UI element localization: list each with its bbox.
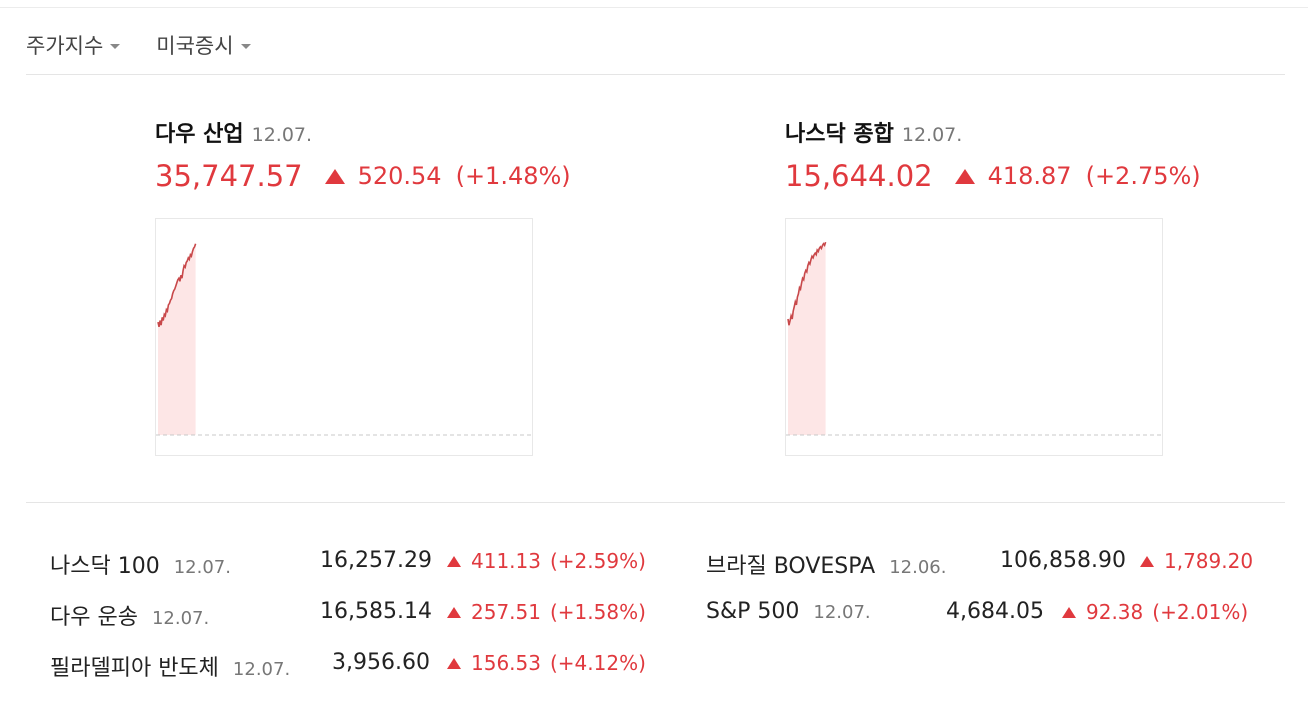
market-dropdown[interactable]: 미국증시	[156, 30, 251, 60]
index-pct: (+1.58%)	[549, 600, 646, 624]
mini-chart-svg	[156, 243, 532, 436]
mini-chart[interactable]	[155, 218, 533, 456]
index-date: 12.06.	[889, 557, 947, 578]
index-name: 다우 운송	[50, 605, 138, 630]
index-value: 106,858.90	[1000, 548, 1126, 573]
list-item[interactable]: 필라델피아 반도체 12.07. 3,956.60 156.53 (+4.12%)	[50, 642, 656, 693]
chart-area	[158, 243, 196, 435]
index-pct: (+2.01%)	[1152, 600, 1249, 624]
card-date: 12.07.	[901, 124, 963, 146]
index-pct: (+4.12%)	[549, 651, 646, 675]
index-change: 1,789.20	[1164, 549, 1254, 573]
mini-chart[interactable]	[785, 218, 1163, 456]
card-value: 35,747.57	[155, 159, 303, 193]
divider	[26, 74, 1285, 75]
index-name: S&P 500	[706, 599, 800, 624]
index-date: 12.07.	[813, 602, 871, 623]
card-date: 12.07.	[251, 124, 313, 146]
list-item[interactable]: 나스닥 100 12.07. 16,257.29 411.13 (+2.59%)	[50, 540, 656, 591]
chart-area	[788, 242, 826, 435]
up-arrow-icon	[447, 606, 461, 618]
index-list-right: 브라질 BOVESPA 12.06. 106,858.90 1,789.20 S&…	[706, 540, 1276, 642]
card-pct: (+1.48%)	[455, 162, 571, 190]
card-pct: (+2.75%)	[1085, 162, 1201, 190]
list-item[interactable]: 다우 운송 12.07. 16,585.14 257.51 (+1.58%)	[50, 591, 656, 642]
card-change: 418.87	[987, 162, 1072, 190]
index-name: 브라질 BOVESPA	[706, 554, 876, 579]
top-border	[0, 7, 1308, 8]
market-dropdown-label: 미국증시	[156, 34, 234, 58]
index-pct: (+2.59%)	[549, 549, 646, 573]
mini-chart-svg	[786, 241, 1162, 436]
up-arrow-icon	[447, 657, 461, 669]
list-item[interactable]: 브라질 BOVESPA 12.06. 106,858.90 1,789.20	[706, 540, 1276, 591]
index-dropdown-label: 주가지수	[26, 34, 104, 58]
chart-line	[787, 241, 827, 326]
index-value: 4,684.05	[946, 599, 1044, 624]
index-value: 16,257.29	[320, 548, 432, 573]
caret-down-icon	[110, 43, 121, 49]
index-name: 필라델피아 반도체	[50, 656, 219, 681]
index-value: 3,956.60	[332, 650, 430, 675]
index-list-left: 나스닥 100 12.07. 16,257.29 411.13 (+2.59%) 다…	[50, 540, 656, 693]
card-value: 15,644.02	[785, 159, 933, 193]
index-change: 257.51	[471, 600, 541, 624]
card-change: 520.54	[357, 162, 442, 190]
index-date: 12.07.	[173, 557, 231, 578]
up-arrow-icon	[324, 168, 345, 184]
caret-down-icon	[240, 43, 251, 49]
divider	[26, 502, 1285, 503]
card-name: 다우 산업	[155, 122, 244, 147]
index-card-nasdaq[interactable]: 나스닥 종합 12.07. 15,644.02 418.87 (+2.75%)	[785, 116, 1205, 456]
card-name: 나스닥 종합	[785, 122, 894, 147]
up-arrow-icon	[447, 555, 461, 567]
index-change: 156.53	[471, 651, 541, 675]
index-change: 411.13	[471, 549, 541, 573]
up-arrow-icon	[1062, 606, 1076, 618]
index-date: 12.07.	[151, 608, 210, 629]
chart-line	[157, 243, 197, 327]
index-date: 12.07.	[232, 659, 291, 680]
index-value: 16,585.14	[320, 599, 432, 624]
index-card-dow[interactable]: 다우 산업 12.07. 35,747.57 520.54 (+1.48%)	[155, 116, 575, 456]
up-arrow-icon	[1140, 555, 1154, 567]
filter-bar: 주가지수 미국증시	[26, 30, 287, 60]
index-dropdown[interactable]: 주가지수	[26, 30, 121, 60]
list-item[interactable]: S&P 500 12.07. 4,684.05 92.38 (+2.01%)	[706, 591, 1276, 642]
index-name: 나스닥 100	[50, 554, 160, 579]
up-arrow-icon	[954, 168, 975, 184]
index-change: 92.38	[1086, 600, 1144, 624]
